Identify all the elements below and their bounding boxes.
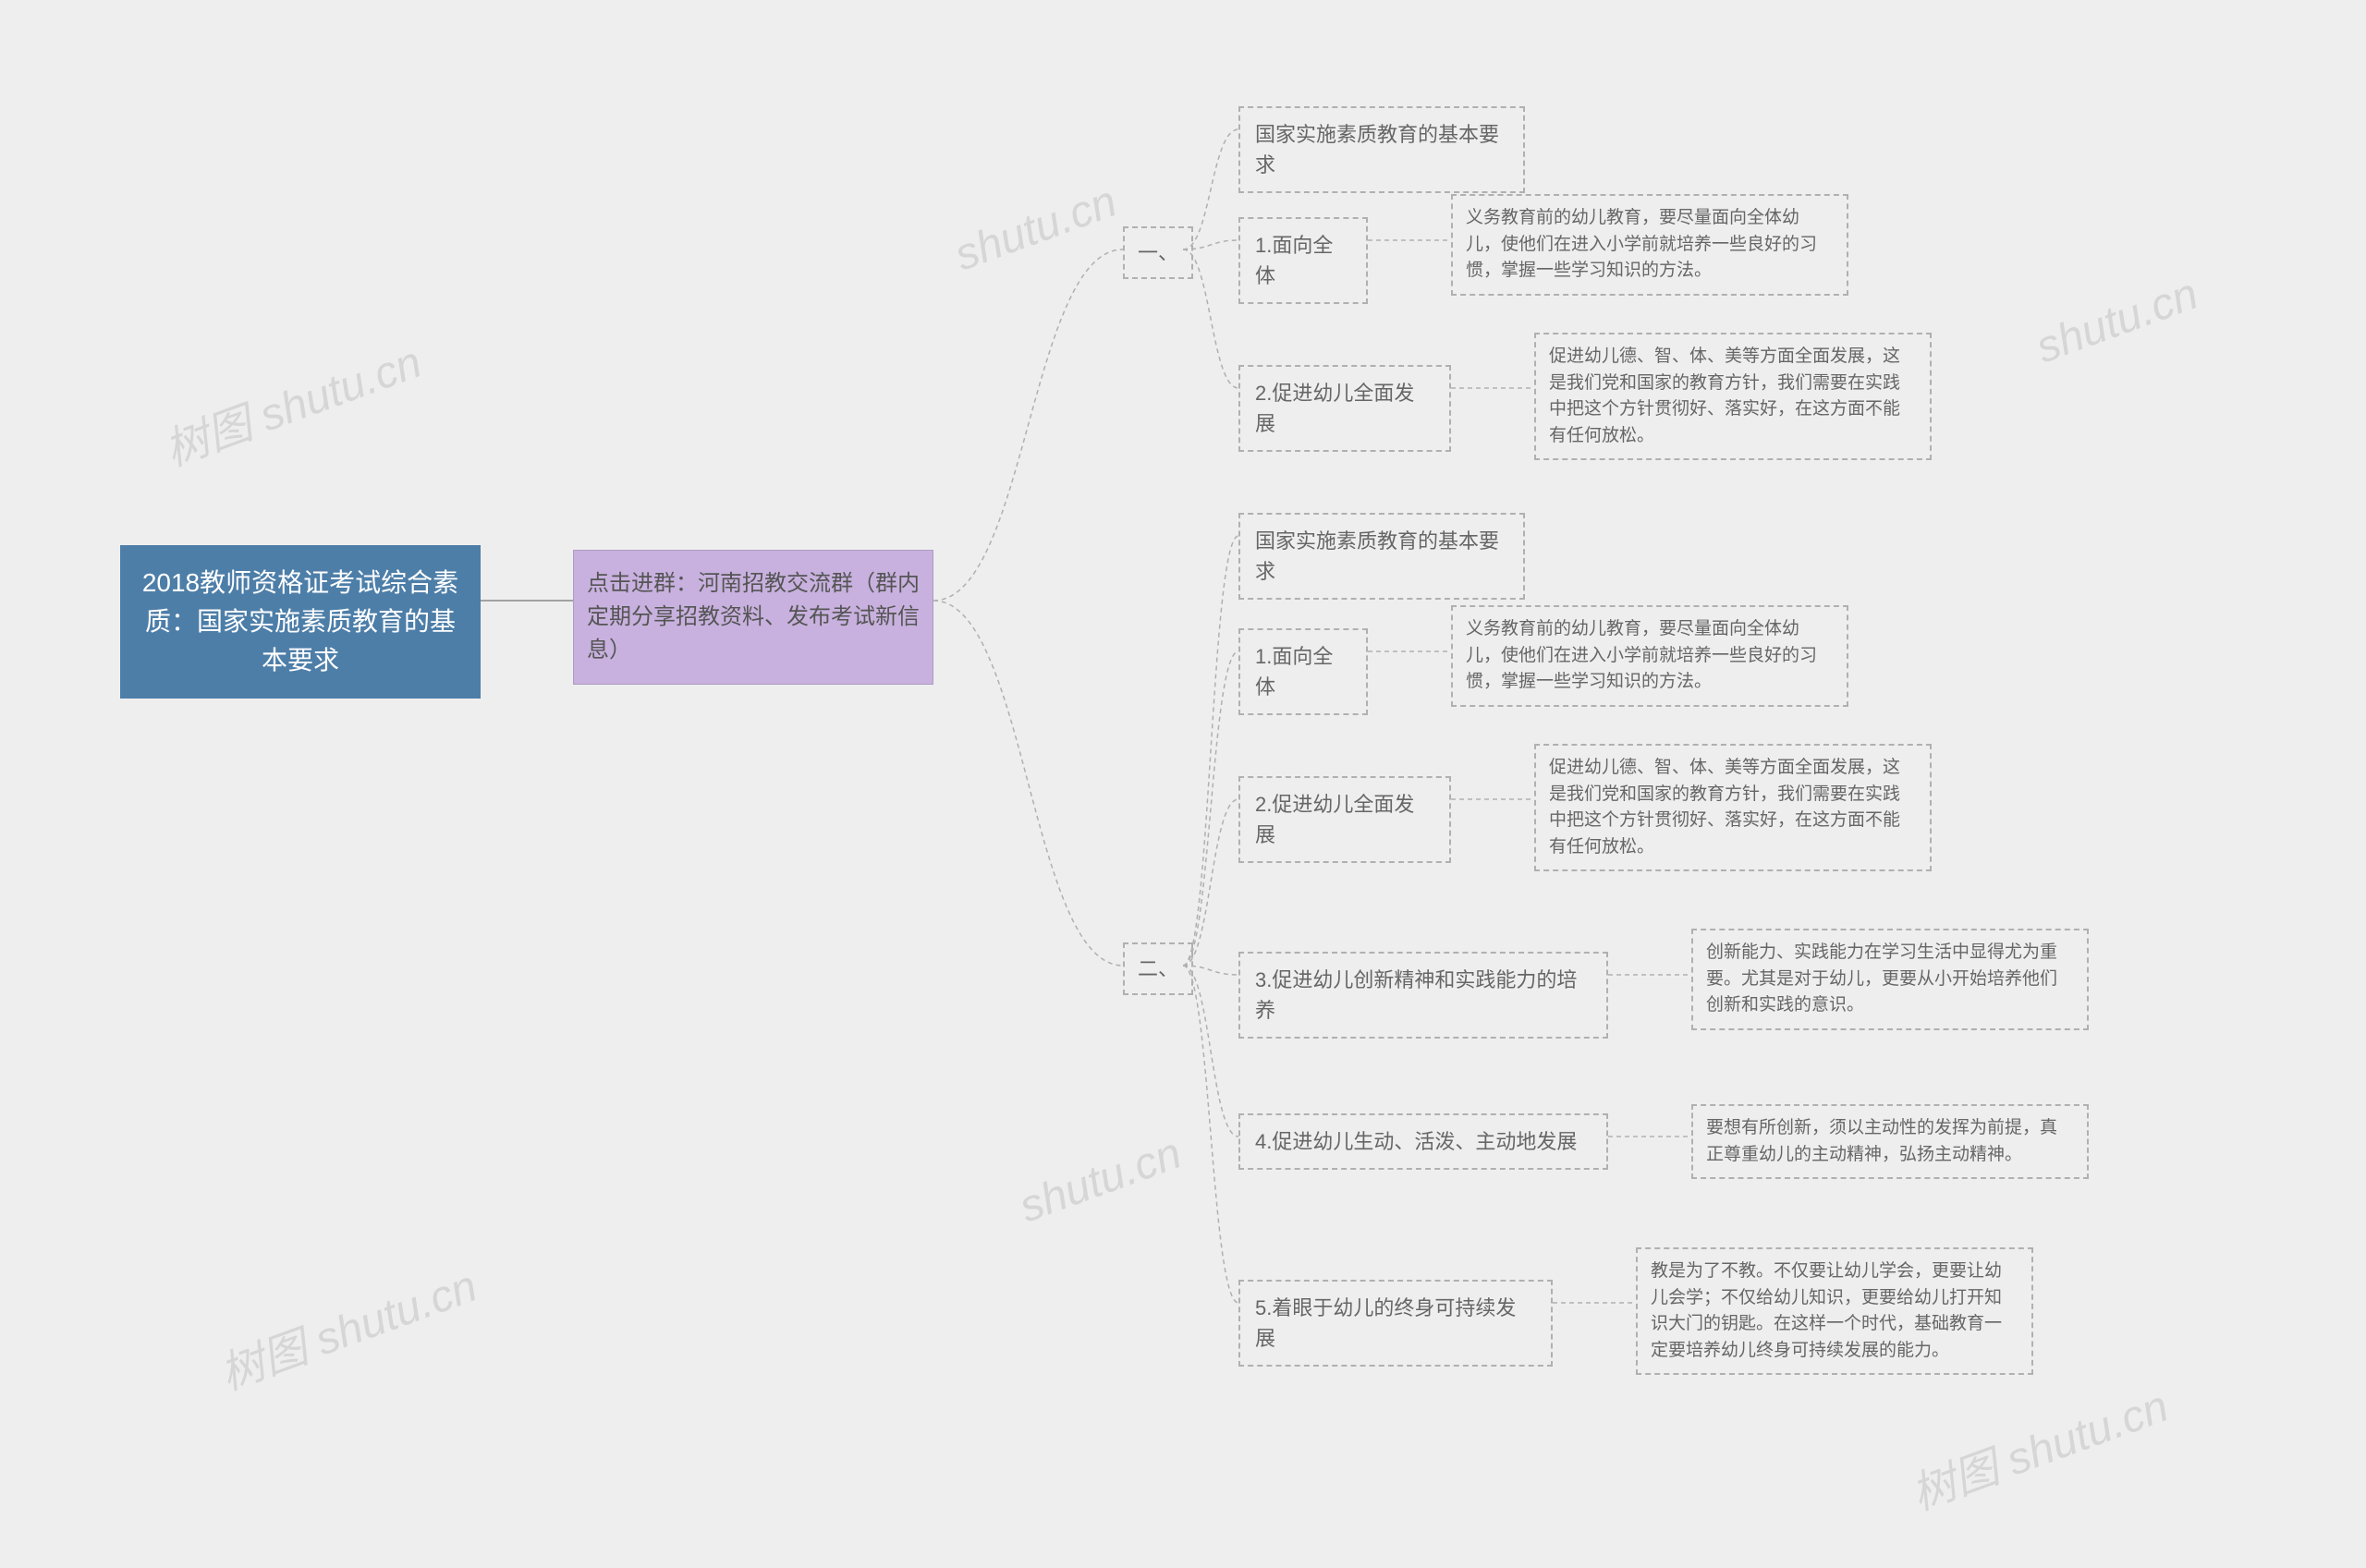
- watermark: 树图 shutu.cn: [1901, 1369, 2176, 1522]
- s2-item-3-detail: 创新能力、实践能力在学习生活中显得尤为重要。尤其是对于幼儿，更要从小开始培养他们…: [1691, 929, 2089, 1030]
- s2-item-1-detail: 义务教育前的幼儿教育，要尽量面向全体幼儿，使他们在进入小学前就培养一些良好的习惯…: [1451, 605, 1848, 707]
- section-1-node: 一、: [1123, 226, 1193, 279]
- s1-item-0: 国家实施素质教育的基本要求: [1238, 106, 1525, 193]
- watermark: shutu.cn: [948, 176, 1123, 282]
- s2-item-5-detail: 教是为了不教。不仅要让幼儿学会，更要让幼儿会学；不仅给幼儿知识，更要给幼儿打开知…: [1636, 1247, 2033, 1375]
- group-node[interactable]: 点击进群：河南招教交流群（群内定期分享招教资料、发布考试新信息）: [573, 550, 933, 685]
- s1-item-1: 1.面向全体: [1238, 217, 1368, 304]
- watermark: 树图 shutu.cn: [210, 1249, 484, 1402]
- s2-item-3: 3.促进幼儿创新精神和实践能力的培养: [1238, 952, 1608, 1039]
- s2-item-4: 4.促进幼儿生动、活泼、主动地发展: [1238, 1113, 1608, 1170]
- watermark: shutu.cn: [1013, 1128, 1188, 1234]
- s1-item-2: 2.促进幼儿全面发展: [1238, 365, 1451, 452]
- s1-item-2-detail: 促进幼儿德、智、体、美等方面全面发展，这是我们党和国家的教育方针，我们需要在实践…: [1534, 333, 1932, 460]
- s2-item-4-detail: 要想有所创新，须以主动性的发挥为前提，真正尊重幼儿的主动精神，弘扬主动精神。: [1691, 1104, 2089, 1179]
- s2-item-0: 国家实施素质教育的基本要求: [1238, 513, 1525, 600]
- watermark: 树图 shutu.cn: [154, 325, 429, 478]
- s2-item-5: 5.着眼于幼儿的终身可持续发展: [1238, 1280, 1553, 1367]
- s2-item-1: 1.面向全体: [1238, 628, 1368, 715]
- root-node: 2018教师资格证考试综合素质：国家实施素质教育的基本要求: [120, 545, 481, 699]
- s2-item-2-detail: 促进幼儿德、智、体、美等方面全面发展，这是我们党和国家的教育方针，我们需要在实践…: [1534, 744, 1932, 871]
- s1-item-1-detail: 义务教育前的幼儿教育，要尽量面向全体幼儿，使他们在进入小学前就培养一些良好的习惯…: [1451, 194, 1848, 296]
- watermark: shutu.cn: [2030, 269, 2204, 374]
- section-2-node: 二、: [1123, 942, 1193, 995]
- s2-item-2: 2.促进幼儿全面发展: [1238, 776, 1451, 863]
